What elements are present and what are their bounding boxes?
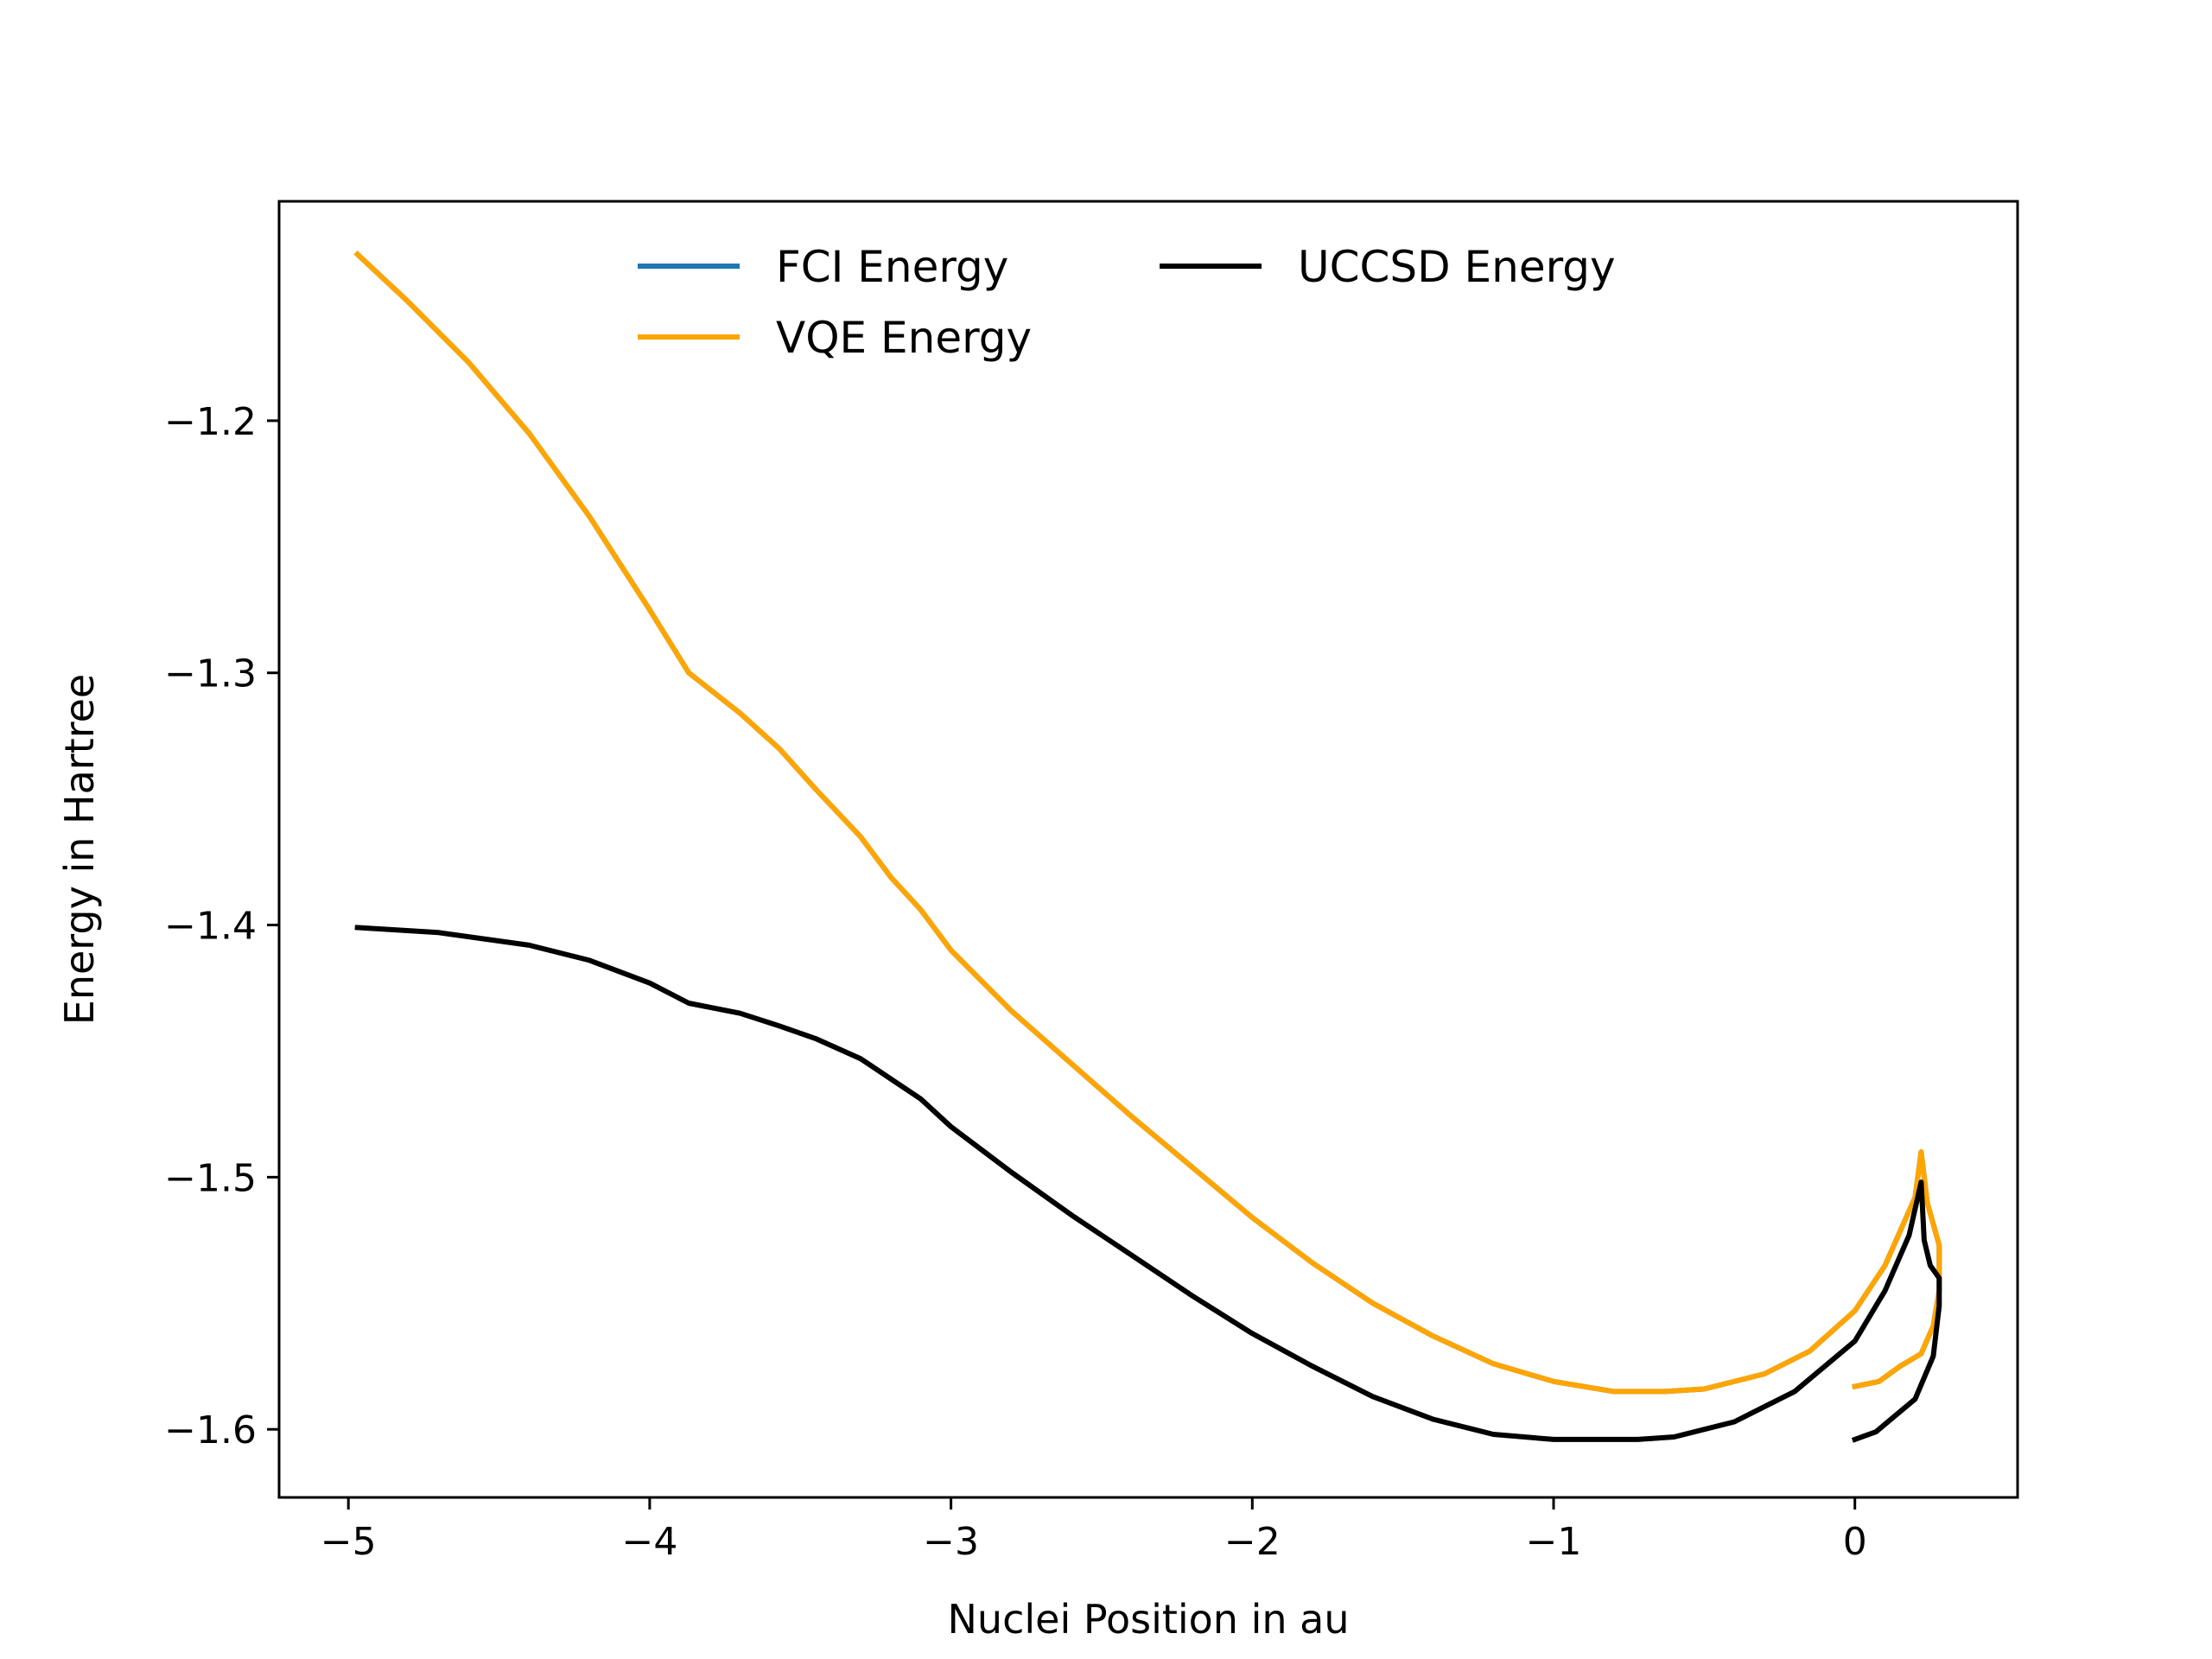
- series-line-2: [354, 925, 1942, 1443]
- y-tick-label-3: −1.5: [164, 1156, 257, 1200]
- series-layer: [353, 251, 1942, 1443]
- legend-label-2: UCCSD Energy: [1298, 242, 1616, 292]
- plot-area: [277, 200, 2019, 1499]
- y-tick-label-0: −1.2: [164, 400, 257, 444]
- y-tick-label-2: −1.4: [164, 905, 257, 949]
- x-tick-label-0: −5: [321, 1520, 377, 1564]
- legend: FCI Energy VQE Energy UCCSD Energy: [638, 242, 1616, 363]
- x-tick-label-5: 0: [1843, 1520, 1867, 1564]
- x-tick-label-4: −1: [1526, 1520, 1582, 1564]
- series-line-1: [353, 251, 1942, 1395]
- x-tick-label-3: −2: [1224, 1520, 1281, 1564]
- x-axis-label: Nuclei Position in au: [948, 1596, 1350, 1643]
- axes-frame: [277, 200, 2019, 1499]
- y-axis-ticks: −1.2 −1.3 −1.4 −1.5 −1.6: [164, 400, 279, 1452]
- legend-label-1: VQE Energy: [776, 313, 1032, 363]
- legend-label-0: FCI Energy: [776, 242, 1008, 292]
- x-tick-label-1: −4: [621, 1520, 677, 1564]
- y-tick-label-1: −1.3: [164, 652, 257, 696]
- x-axis-ticks: −5 −4 −3 −2 −1 0: [321, 1497, 1867, 1564]
- y-axis-label: Energy in Hartree: [56, 674, 103, 1025]
- y-tick-label-4: −1.6: [164, 1408, 257, 1452]
- x-tick-label-2: −3: [923, 1520, 979, 1564]
